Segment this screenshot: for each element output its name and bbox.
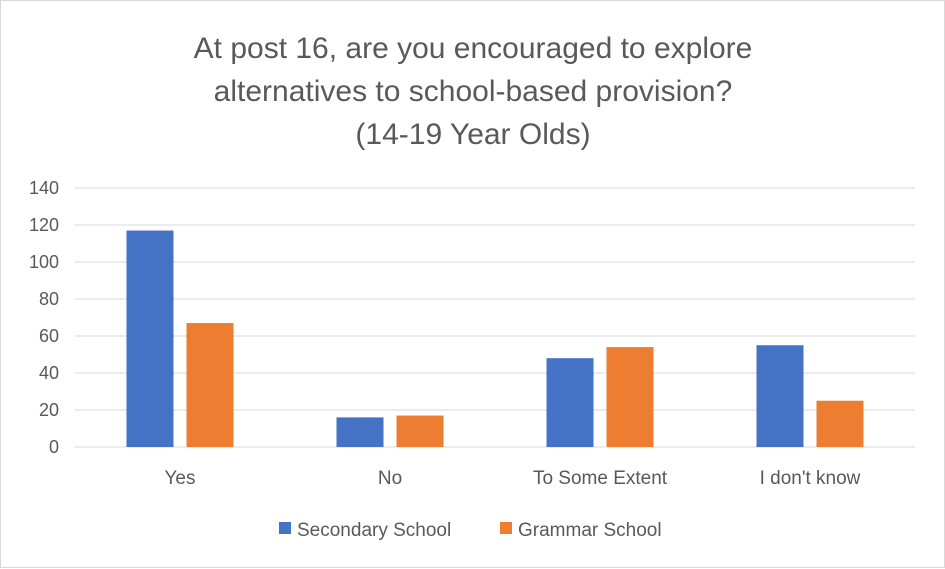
x-axis-category-labels: Yes No To Some Extent I don't know	[165, 468, 861, 489]
bar-secondary-school-to-some-extent	[546, 358, 594, 447]
bar-grammar-school-to-some-extent	[606, 347, 654, 447]
bar-grammar-school-i-don-t-know	[816, 400, 864, 447]
y-tick-label: 60	[39, 326, 59, 346]
y-tick-label: 40	[39, 363, 59, 383]
chart-title: At post 16, are you encouraged to explor…	[194, 32, 753, 151]
bars	[126, 230, 864, 447]
legend: Secondary School Grammar School	[279, 520, 662, 541]
y-tick-label: 20	[39, 400, 59, 420]
legend-swatch	[500, 522, 512, 534]
y-tick-label: 0	[49, 437, 59, 457]
bar-secondary-school-yes	[126, 230, 174, 447]
x-category-label: To Some Extent	[533, 468, 668, 489]
x-category-label: I don't know	[760, 468, 861, 489]
legend-label: Grammar School	[518, 520, 662, 541]
bar-secondary-school-i-don-t-know	[756, 345, 804, 447]
bar-grammar-school-no	[396, 415, 444, 447]
legend-label: Secondary School	[297, 520, 451, 541]
bar-secondary-school-no	[336, 417, 384, 447]
y-axis-tick-labels: 0 20 40 60 80 100 120 140	[29, 178, 59, 457]
y-tick-label: 140	[29, 178, 59, 198]
y-tick-label: 80	[39, 289, 59, 309]
bar-grammar-school-yes	[186, 323, 234, 447]
y-tick-label: 100	[29, 252, 59, 272]
chart-title-line-2: alternatives to school-based provision?	[214, 75, 733, 108]
chart-title-line-3: (14-19 Year Olds)	[355, 118, 590, 151]
chart-title-line-1: At post 16, are you encouraged to explor…	[194, 32, 753, 65]
y-tick-label: 120	[29, 215, 59, 235]
x-category-label: No	[378, 468, 402, 489]
legend-swatch	[279, 522, 291, 534]
x-category-label: Yes	[165, 468, 196, 489]
